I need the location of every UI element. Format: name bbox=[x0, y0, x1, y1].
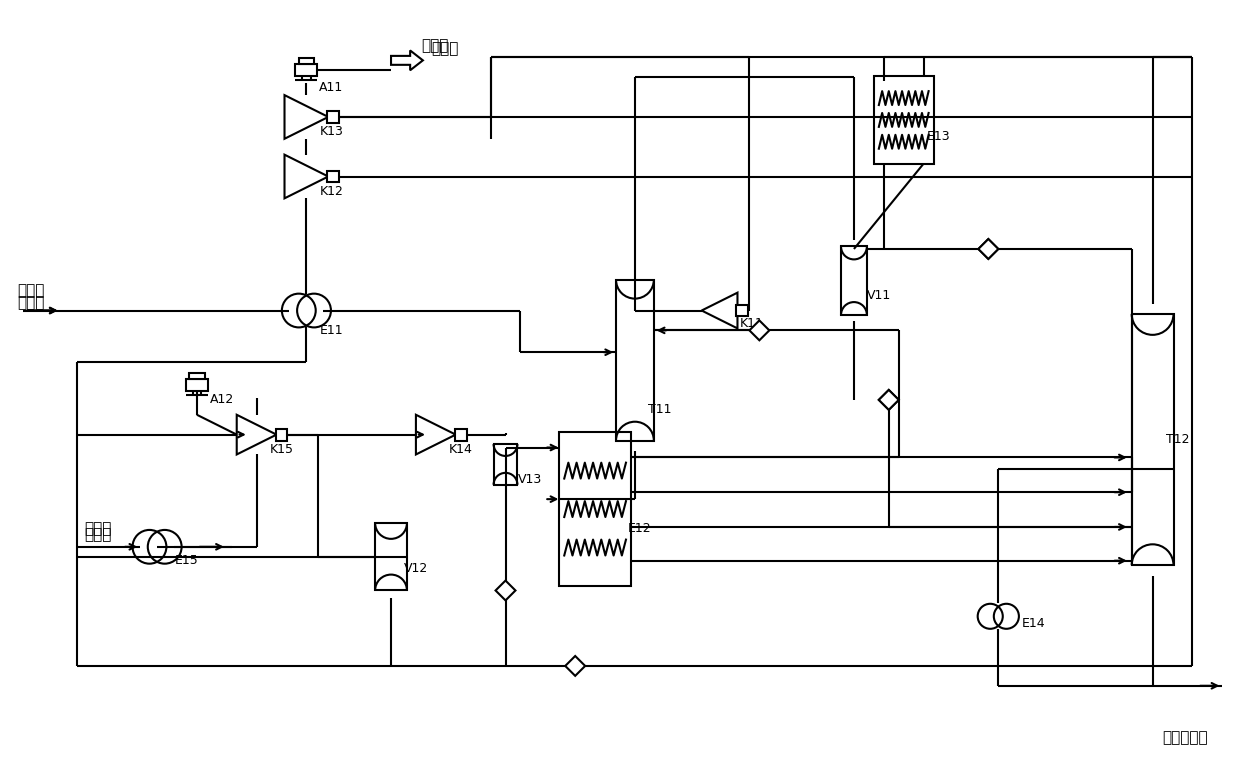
Text: A12: A12 bbox=[209, 393, 234, 406]
Polygon shape bbox=[750, 321, 769, 340]
Text: E11: E11 bbox=[320, 324, 343, 337]
Bar bbox=[186, 379, 208, 391]
Text: 原料气: 原料气 bbox=[17, 295, 45, 310]
Text: E14: E14 bbox=[1021, 617, 1044, 630]
Bar bbox=[375, 523, 406, 591]
Text: K13: K13 bbox=[320, 125, 343, 138]
Text: K15: K15 bbox=[270, 443, 294, 456]
Text: V12: V12 bbox=[404, 562, 427, 575]
Polygon shape bbox=[565, 656, 585, 675]
Bar bbox=[295, 64, 317, 76]
Text: V13: V13 bbox=[518, 473, 543, 486]
Text: T11: T11 bbox=[648, 403, 672, 416]
Polygon shape bbox=[878, 390, 898, 410]
Polygon shape bbox=[979, 239, 999, 259]
Text: K12: K12 bbox=[320, 185, 343, 198]
Text: A11: A11 bbox=[320, 80, 343, 93]
Text: 外输气: 外输气 bbox=[431, 41, 458, 56]
Bar bbox=[616, 280, 654, 441]
Text: K14: K14 bbox=[449, 443, 472, 456]
Polygon shape bbox=[878, 390, 898, 410]
Bar bbox=[493, 444, 518, 485]
Text: 外输气: 外输气 bbox=[421, 38, 449, 53]
Bar bbox=[455, 428, 467, 441]
Text: E12: E12 bbox=[628, 522, 652, 535]
Polygon shape bbox=[496, 581, 515, 601]
Polygon shape bbox=[979, 239, 999, 259]
Bar bbox=[559, 432, 631, 586]
Bar bbox=[736, 304, 748, 317]
Text: K11: K11 bbox=[740, 317, 763, 330]
Text: T12: T12 bbox=[1166, 433, 1189, 446]
Text: 冷却水: 冷却水 bbox=[84, 527, 112, 542]
Text: E15: E15 bbox=[175, 554, 198, 567]
Bar bbox=[327, 111, 339, 123]
Bar bbox=[299, 58, 313, 64]
Text: 冷却水: 冷却水 bbox=[84, 522, 112, 536]
Bar bbox=[327, 171, 339, 183]
Bar bbox=[1131, 314, 1173, 565]
Polygon shape bbox=[392, 50, 422, 70]
Bar bbox=[275, 428, 287, 441]
Text: 去脱乙烷塔: 去脱乙烷塔 bbox=[1162, 730, 1208, 745]
Bar bbox=[841, 246, 867, 315]
Text: E13: E13 bbox=[927, 130, 950, 143]
Text: 原料气: 原料气 bbox=[17, 284, 45, 298]
Text: V11: V11 bbox=[867, 289, 891, 302]
Bar bbox=[190, 373, 204, 379]
Bar bbox=[873, 76, 933, 164]
